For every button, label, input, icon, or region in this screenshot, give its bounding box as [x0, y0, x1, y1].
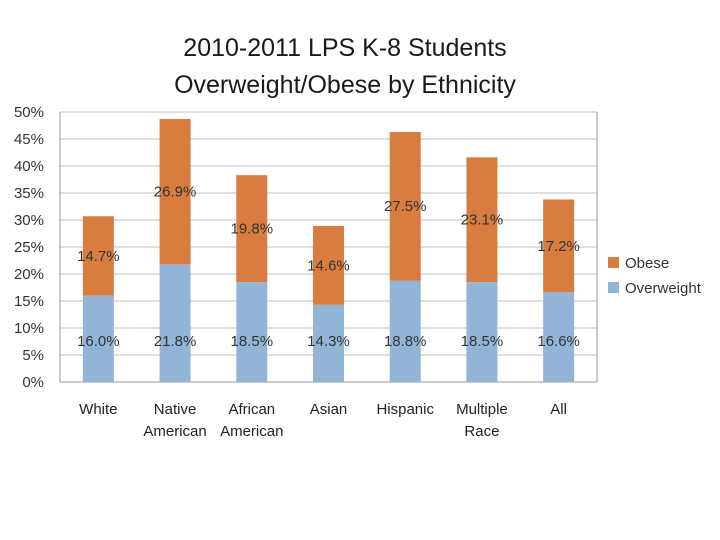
- y-tick-label: 5%: [22, 347, 44, 364]
- bar-overweight: [389, 280, 421, 382]
- legend-label: Obese: [625, 255, 669, 272]
- data-label-overweight: 21.8%: [154, 333, 197, 350]
- data-label-obese: 26.9%: [154, 184, 197, 201]
- x-category-label: All: [550, 401, 567, 418]
- chart-title-line-1: 2010-2011 LPS K-8 Students: [183, 34, 507, 62]
- data-label-obese: 14.7%: [77, 248, 120, 265]
- bar-overweight: [159, 264, 191, 382]
- data-label-overweight: 18.5%: [231, 333, 274, 350]
- x-category-label: Race: [464, 423, 499, 440]
- data-label-overweight: 16.6%: [537, 333, 580, 350]
- legend-swatch: [608, 257, 619, 268]
- data-label-overweight: 18.5%: [461, 333, 504, 350]
- data-label-overweight: 18.8%: [384, 333, 427, 350]
- bar-obese: [82, 216, 114, 296]
- data-label-overweight: 16.0%: [77, 333, 120, 350]
- x-category-label: American: [220, 423, 283, 440]
- y-tick-label: 15%: [14, 293, 44, 310]
- chart-title-line-2: Overweight/Obese by Ethnicity: [174, 71, 516, 99]
- bar-overweight: [82, 295, 114, 382]
- y-tick-label: 10%: [14, 320, 44, 337]
- x-category-label: Hispanic: [376, 401, 434, 418]
- x-category-label: Multiple: [456, 401, 508, 418]
- x-category-label: Native: [154, 401, 197, 418]
- bar-obese: [389, 131, 421, 281]
- y-tick-label: 0%: [22, 374, 44, 391]
- legend-label: Overweight: [625, 280, 702, 297]
- x-category-label: White: [79, 401, 117, 418]
- bar-obese: [543, 199, 575, 293]
- y-tick-label: 45%: [14, 131, 44, 148]
- y-tick-label: 20%: [14, 266, 44, 283]
- data-label-obese: 27.5%: [384, 198, 427, 215]
- bar-obese: [236, 175, 268, 283]
- data-label-obese: 19.8%: [231, 221, 274, 238]
- data-label-obese: 17.2%: [537, 238, 580, 255]
- bar-overweight: [466, 282, 498, 382]
- bar-obese: [159, 119, 191, 265]
- legend-swatch: [608, 282, 619, 293]
- bar-overweight: [236, 282, 268, 382]
- y-tick-label: 30%: [14, 212, 44, 229]
- data-label-overweight: 14.3%: [307, 333, 350, 350]
- data-label-obese: 23.1%: [461, 212, 504, 229]
- y-tick-label: 25%: [14, 239, 44, 256]
- y-tick-label: 40%: [14, 158, 44, 175]
- y-tick-label: 50%: [14, 104, 44, 121]
- data-label-obese: 14.6%: [307, 257, 350, 274]
- bar-overweight: [313, 304, 344, 382]
- x-category-label: American: [143, 423, 206, 440]
- chart-title: 2010-2011 LPS K-8 Students Overweight/Ob…: [0, 30, 690, 104]
- x-category-label: African: [228, 401, 275, 418]
- bar-overweight: [543, 292, 575, 382]
- x-category-label: Asian: [310, 401, 348, 418]
- bar-obese: [313, 225, 344, 305]
- bar-obese: [466, 157, 498, 283]
- y-tick-label: 35%: [14, 185, 44, 202]
